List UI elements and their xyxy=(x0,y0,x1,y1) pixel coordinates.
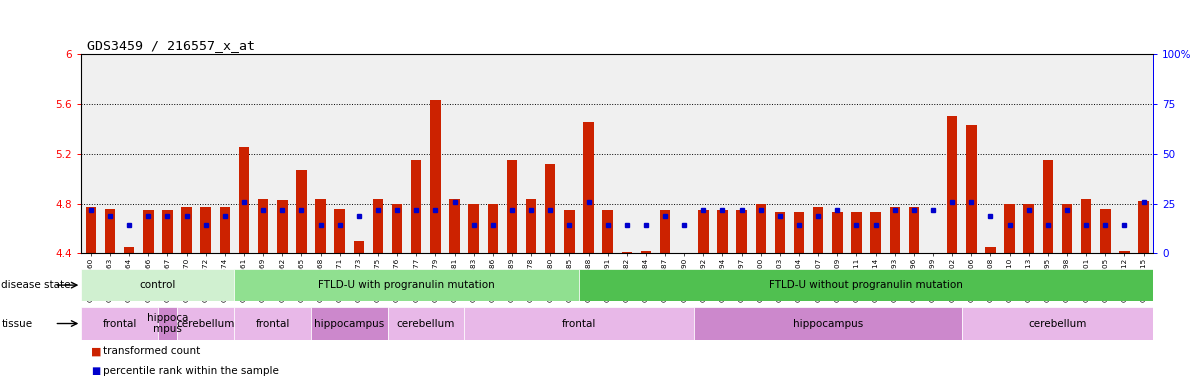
Bar xyxy=(578,269,1153,301)
Bar xyxy=(946,116,957,253)
Text: cerebellum: cerebellum xyxy=(397,318,455,329)
Bar xyxy=(927,253,938,285)
Bar xyxy=(488,204,498,253)
Bar xyxy=(602,210,613,253)
Text: GDS3459 / 216557_x_at: GDS3459 / 216557_x_at xyxy=(87,39,256,52)
Text: FTLD-U without progranulin mutation: FTLD-U without progranulin mutation xyxy=(770,280,963,290)
Bar xyxy=(158,307,177,340)
Text: ■: ■ xyxy=(91,346,102,356)
Bar xyxy=(373,199,384,253)
Bar xyxy=(182,207,192,253)
Bar xyxy=(201,207,212,253)
Bar xyxy=(1101,209,1110,253)
Bar xyxy=(793,212,804,253)
Text: cerebellum: cerebellum xyxy=(1028,318,1086,329)
Text: frontal: frontal xyxy=(256,318,290,329)
Bar xyxy=(163,210,172,253)
Bar xyxy=(526,199,537,253)
Bar xyxy=(315,199,326,253)
Bar xyxy=(468,204,479,253)
Text: cerebellum: cerebellum xyxy=(177,318,235,329)
Text: ■: ■ xyxy=(91,366,100,376)
Bar xyxy=(545,164,556,253)
Bar xyxy=(755,204,766,253)
Bar xyxy=(277,200,288,253)
Text: hippocampus: hippocampus xyxy=(314,318,385,329)
Bar xyxy=(1004,204,1015,253)
Bar xyxy=(177,307,234,340)
Text: transformed count: transformed count xyxy=(103,346,200,356)
Text: hippoca
mpus: hippoca mpus xyxy=(147,313,188,334)
Bar xyxy=(564,210,575,253)
Bar xyxy=(679,253,690,287)
Bar xyxy=(1062,204,1072,253)
Text: FTLD-U with progranulin mutation: FTLD-U with progranulin mutation xyxy=(318,280,495,290)
Text: frontal: frontal xyxy=(103,318,136,329)
Bar xyxy=(234,269,578,301)
Bar xyxy=(124,247,134,253)
Text: control: control xyxy=(140,280,176,290)
Bar xyxy=(220,207,231,253)
Bar xyxy=(870,212,881,253)
Text: frontal: frontal xyxy=(562,318,596,329)
Bar xyxy=(717,210,728,253)
Bar xyxy=(774,212,785,253)
Text: disease state: disease state xyxy=(1,280,71,290)
Bar xyxy=(694,307,962,340)
Text: tissue: tissue xyxy=(1,318,32,329)
Bar xyxy=(583,122,594,253)
Bar xyxy=(411,160,422,253)
Text: hippocampus: hippocampus xyxy=(792,318,863,329)
Bar xyxy=(621,252,632,253)
Bar xyxy=(234,307,311,340)
Text: percentile rank within the sample: percentile rank within the sample xyxy=(103,366,278,376)
Bar xyxy=(1081,199,1091,253)
Bar xyxy=(392,204,403,253)
Bar xyxy=(354,241,364,253)
Bar xyxy=(1139,201,1148,253)
Bar xyxy=(105,209,115,253)
Bar xyxy=(889,207,900,253)
Bar xyxy=(962,307,1153,340)
Bar xyxy=(81,269,234,301)
Bar xyxy=(985,247,995,253)
Bar xyxy=(81,307,158,340)
Bar xyxy=(832,212,842,253)
Bar xyxy=(143,210,153,253)
Bar xyxy=(660,210,670,253)
Bar xyxy=(86,207,96,253)
Bar xyxy=(296,170,307,253)
Bar xyxy=(966,125,976,253)
Bar xyxy=(387,307,464,340)
Bar xyxy=(464,307,694,340)
Bar xyxy=(449,199,460,253)
Bar xyxy=(430,100,441,253)
Bar xyxy=(698,210,709,253)
Bar xyxy=(239,147,250,253)
Bar xyxy=(813,207,823,253)
Bar xyxy=(641,251,651,253)
Bar xyxy=(1042,160,1053,253)
Bar xyxy=(1023,204,1034,253)
Bar xyxy=(311,307,387,340)
Bar xyxy=(507,160,517,253)
Bar xyxy=(908,207,919,253)
Bar xyxy=(258,199,269,253)
Bar xyxy=(1120,251,1129,253)
Bar xyxy=(851,212,862,253)
Bar xyxy=(335,209,345,253)
Bar xyxy=(736,210,747,253)
